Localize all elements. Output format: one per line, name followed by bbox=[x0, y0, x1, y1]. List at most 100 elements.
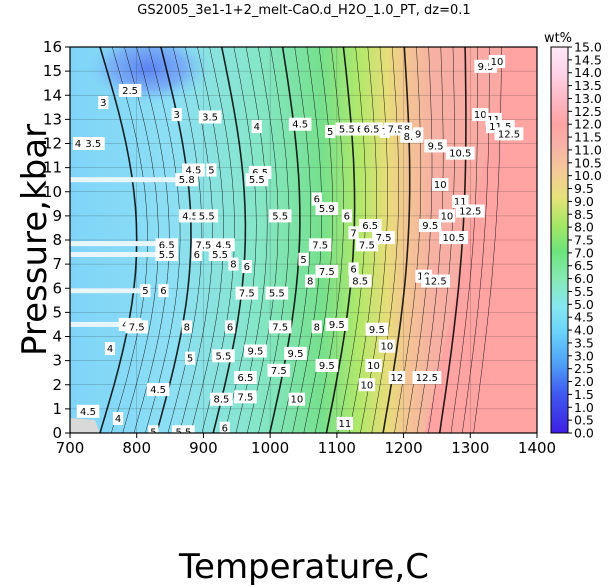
contour-label-box bbox=[268, 209, 292, 223]
contour-label-box bbox=[424, 139, 447, 153]
contour-label: 8.5 bbox=[352, 277, 368, 288]
contour-label-box bbox=[365, 322, 389, 336]
contour-label-box bbox=[210, 392, 233, 406]
x-tick-label: 900 bbox=[189, 439, 218, 457]
contour-label-box bbox=[288, 392, 306, 406]
contour-label-box bbox=[358, 219, 382, 233]
contour-label: 10 bbox=[474, 110, 487, 121]
grid-lines bbox=[70, 47, 537, 433]
contour-label: 10 bbox=[290, 395, 303, 406]
contour-label-box bbox=[378, 339, 396, 353]
contour-label: 5.9 bbox=[319, 204, 335, 215]
y-tick-label: 9 bbox=[52, 207, 62, 225]
contour-label-box bbox=[315, 264, 339, 278]
contour-label: 12.5 bbox=[416, 373, 438, 384]
contour-label-box bbox=[311, 320, 322, 334]
contour-label: 12.5 bbox=[424, 277, 446, 288]
unsolved-bands bbox=[70, 177, 184, 327]
contour-label: 4.5 bbox=[150, 385, 166, 396]
contour-label-box bbox=[225, 320, 236, 334]
contour-label-box bbox=[488, 54, 506, 68]
contour-label-box bbox=[265, 286, 289, 300]
colorbar-tick-label: 0.0 bbox=[574, 426, 594, 441]
contour-label: 8 bbox=[184, 322, 190, 333]
colorbar-tick-label: 12.5 bbox=[574, 104, 602, 119]
colorbar-tick-label: 9.5 bbox=[574, 181, 594, 196]
contour-label-box bbox=[212, 349, 235, 363]
contour-label-box bbox=[219, 421, 230, 433]
contour-label-box bbox=[148, 425, 159, 433]
contour-label: 12.5 bbox=[498, 129, 520, 140]
y-tick-label: 10 bbox=[43, 183, 62, 201]
contour-label-box bbox=[104, 342, 116, 356]
contour-label: 7.5 bbox=[238, 392, 254, 403]
colorbar-tick-label: 13.5 bbox=[574, 78, 602, 93]
y-tick-label: 16 bbox=[43, 38, 62, 56]
contour-label: 9.5 bbox=[319, 361, 335, 372]
contour-label: 5.5 bbox=[199, 211, 215, 222]
contour-label-box bbox=[421, 274, 450, 288]
x-tick-label: 1300 bbox=[451, 439, 489, 457]
contour-label-box bbox=[245, 173, 269, 187]
x-tick-label: 1400 bbox=[518, 439, 556, 457]
low-value-region bbox=[86, 47, 210, 104]
contour-label: 5 bbox=[150, 427, 156, 438]
colorbar-tick-label: 4.5 bbox=[574, 310, 594, 325]
contour-label: 11 bbox=[338, 419, 351, 430]
contour-label-box bbox=[412, 371, 442, 385]
contour-label: 6 bbox=[160, 286, 166, 297]
contour-label-box bbox=[432, 178, 449, 192]
contour-label: 8.5 bbox=[213, 395, 229, 406]
contour-label: 8 bbox=[230, 260, 236, 271]
unsolved-band bbox=[70, 251, 171, 257]
contour-label: 6.5 bbox=[238, 373, 254, 384]
contour-label: 9.5 bbox=[369, 325, 385, 336]
colorbar-title: wt% bbox=[544, 31, 572, 46]
chart-title: GS2005_3e1-1+2_melt-CaO.d_H2O_1.0_PT, dz… bbox=[137, 3, 470, 18]
contour-label-box bbox=[268, 320, 292, 334]
contour-label: 5 bbox=[142, 286, 148, 297]
colorbar-tick-label: 1.5 bbox=[574, 387, 594, 402]
y-tick-label: 7 bbox=[52, 255, 62, 273]
contour-label-box bbox=[494, 127, 524, 141]
unsolved-band bbox=[70, 288, 144, 294]
contour-label: 10 bbox=[381, 342, 394, 353]
contour-label: 9.5 bbox=[248, 346, 264, 357]
contour-label-box bbox=[158, 284, 169, 298]
contour-label: 3.5 bbox=[85, 139, 101, 150]
colorbar-tick-label: 8.5 bbox=[574, 207, 594, 222]
contour-label-box bbox=[267, 363, 291, 377]
contour-label: 7.5 bbox=[272, 322, 288, 333]
contour-label: 4 bbox=[115, 414, 121, 425]
contour-label: 8.5 bbox=[404, 132, 420, 143]
contour-label: 10 bbox=[367, 361, 380, 372]
contour-label: 5 bbox=[300, 255, 306, 266]
contour-label: 7.5 bbox=[312, 240, 328, 251]
y-tick-label: 11 bbox=[43, 159, 62, 177]
contour-label: 9.5 bbox=[478, 62, 494, 73]
contour-label-box bbox=[325, 124, 336, 138]
contour-label-box bbox=[315, 202, 339, 216]
colorbar-tick-label: 12.0 bbox=[574, 117, 602, 132]
contour-label-box bbox=[172, 425, 195, 433]
colorbar-tick-label: 2.0 bbox=[574, 374, 594, 389]
contour-label-box bbox=[228, 257, 239, 271]
contour-label-box bbox=[401, 122, 413, 136]
contour-label-box bbox=[413, 127, 424, 141]
contour-label-box bbox=[455, 204, 485, 218]
contour-label-box bbox=[418, 219, 442, 233]
colorbar-tick-label: 3.5 bbox=[574, 335, 594, 350]
contour-label: 7.5 bbox=[195, 240, 211, 251]
y-tick-label: 14 bbox=[43, 86, 62, 104]
contour-label: 8 bbox=[307, 277, 313, 288]
plot-area: 2.5333.53.5444.555.566.577.588.599.510.5… bbox=[70, 47, 537, 438]
colorbar-tick-label: 11.5 bbox=[574, 130, 602, 145]
contour-label-box bbox=[175, 173, 199, 187]
contour-label: 4.5 bbox=[182, 211, 198, 222]
contour-label: 3.5 bbox=[202, 112, 218, 123]
contour-label-box bbox=[118, 83, 142, 97]
contour-label-box bbox=[308, 238, 332, 252]
contour-label-box bbox=[171, 108, 182, 122]
